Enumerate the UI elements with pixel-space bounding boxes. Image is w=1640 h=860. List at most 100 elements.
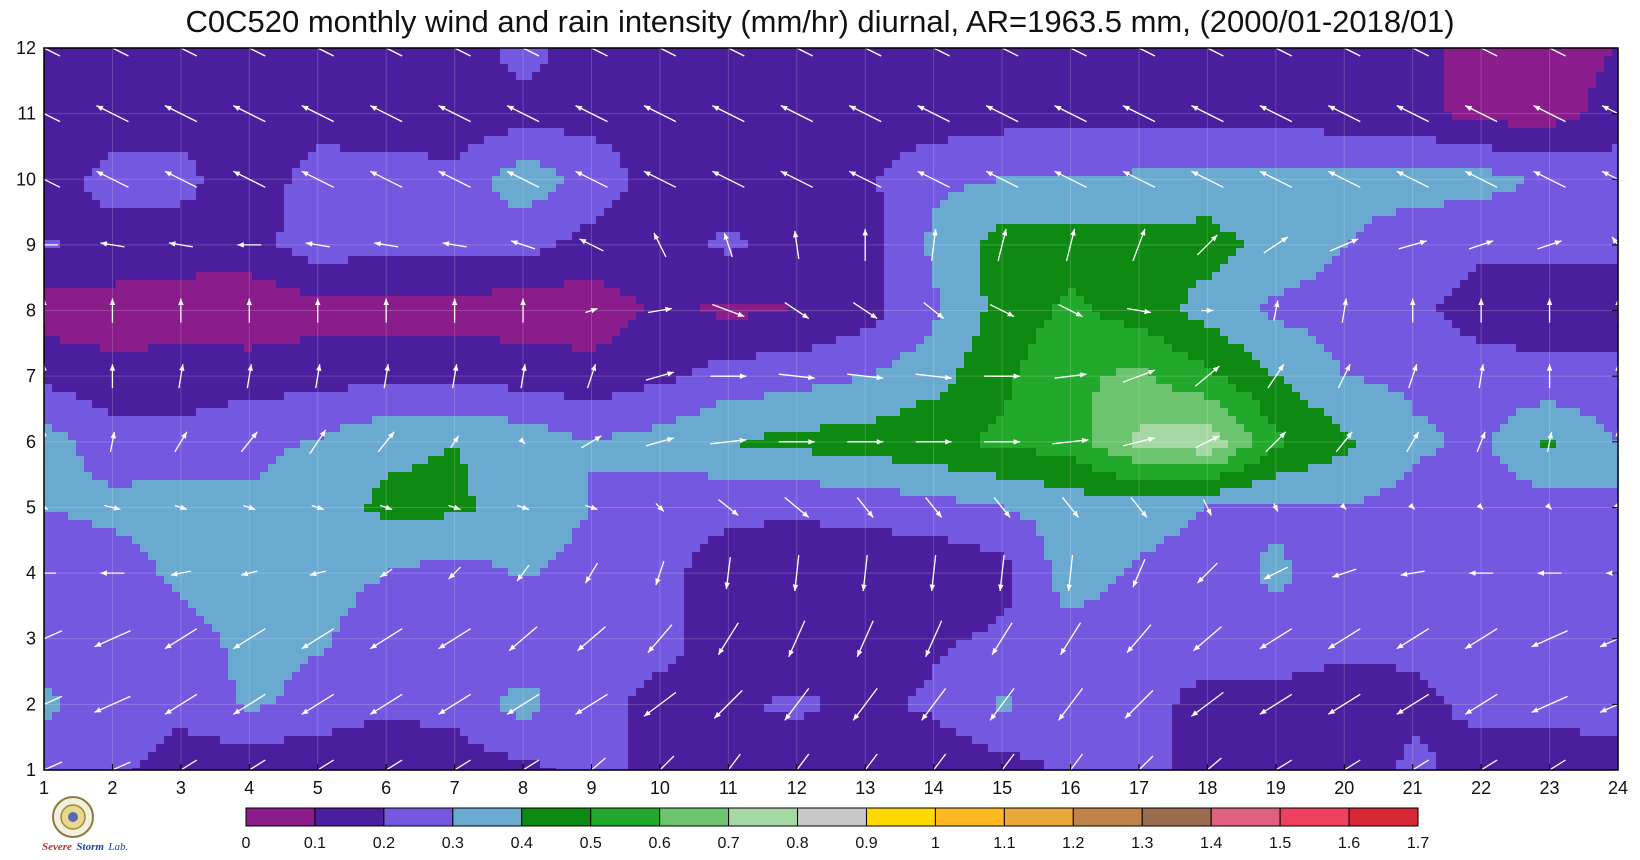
contour-cell: [100, 88, 109, 97]
contour-cell: [668, 152, 677, 161]
contour-cell: [900, 48, 909, 57]
contour-cell: [748, 136, 757, 145]
contour-cell: [812, 120, 821, 129]
contour-cell: [1356, 168, 1365, 177]
contour-cell: [252, 80, 261, 89]
contour-cell: [180, 72, 189, 81]
contour-cell: [788, 240, 797, 249]
contour-cell: [460, 120, 469, 129]
contour-cell: [1148, 168, 1157, 177]
contour-cell: [356, 48, 365, 57]
contour-cell: [1436, 152, 1445, 161]
contour-cell: [924, 184, 933, 193]
contour-cell: [692, 80, 701, 89]
contour-cell: [532, 96, 541, 105]
contour-cell: [1148, 160, 1157, 169]
contour-cell: [1332, 240, 1341, 249]
contour-cell: [956, 64, 965, 73]
contour-cell: [244, 248, 253, 257]
contour-cell: [980, 224, 989, 233]
contour-cell: [1420, 232, 1429, 241]
contour-cell: [812, 240, 821, 249]
contour-cell: [556, 160, 565, 169]
contour-cell: [924, 112, 933, 121]
contour-cell: [1284, 48, 1293, 57]
contour-cell: [572, 216, 581, 225]
contour-cell: [948, 144, 957, 153]
contour-cell: [292, 144, 301, 153]
contour-cell: [300, 240, 309, 249]
contour-cell: [180, 88, 189, 97]
contour-cell: [116, 160, 125, 169]
contour-cell: [1500, 96, 1509, 105]
contour-cell: [1068, 88, 1077, 97]
contour-cell: [852, 112, 861, 121]
contour-cell: [1164, 200, 1173, 209]
contour-cell: [60, 176, 69, 185]
contour-cell: [44, 144, 53, 153]
contour-cell: [1020, 232, 1029, 241]
contour-cell: [172, 120, 181, 129]
contour-cell: [1252, 208, 1261, 217]
contour-cell: [1348, 104, 1357, 113]
contour-cell: [1260, 192, 1269, 201]
contour-cell: [820, 192, 829, 201]
contour-cell: [212, 152, 221, 161]
contour-cell: [964, 80, 973, 89]
contour-cell: [1036, 216, 1045, 225]
contour-cell: [1404, 120, 1413, 129]
contour-cell: [1300, 72, 1309, 81]
contour-cell: [1412, 48, 1421, 57]
contour-cell: [1540, 240, 1549, 249]
contour-cell: [1196, 48, 1205, 57]
contour-cell: [308, 72, 317, 81]
contour-cell: [548, 184, 557, 193]
contour-cell: [300, 176, 309, 185]
contour-cell: [300, 200, 309, 209]
contour-cell: [1588, 160, 1597, 169]
contour-cell: [132, 80, 141, 89]
contour-cell: [948, 240, 957, 249]
contour-cell: [660, 224, 669, 233]
contour-cell: [1508, 104, 1517, 113]
contour-cell: [1308, 136, 1317, 145]
contour-cell: [1452, 48, 1461, 57]
contour-cell: [1324, 144, 1333, 153]
contour-cell: [1284, 240, 1293, 249]
contour-cell: [1492, 160, 1501, 169]
contour-cell: [660, 200, 669, 209]
contour-cell: [988, 240, 997, 249]
contour-cell: [700, 56, 709, 65]
contour-cell: [1204, 192, 1213, 201]
contour-cell: [1196, 104, 1205, 113]
contour-cell: [1060, 184, 1069, 193]
contour-cell: [84, 88, 93, 97]
contour-cell: [948, 136, 957, 145]
contour-cell: [956, 240, 965, 249]
contour-cell: [204, 192, 213, 201]
contour-cell: [980, 160, 989, 169]
contour-cell: [476, 128, 485, 137]
contour-cell: [956, 216, 965, 225]
contour-cell: [484, 208, 493, 217]
contour-cell: [1516, 200, 1525, 209]
contour-cell: [244, 200, 253, 209]
contour-cell: [900, 104, 909, 113]
contour-cell: [580, 208, 589, 217]
contour-cell: [212, 80, 221, 89]
contour-cell: [1452, 136, 1461, 145]
contour-cell: [1156, 160, 1165, 169]
contour-cell: [1540, 128, 1549, 137]
contour-cell: [348, 200, 357, 209]
contour-cell: [940, 88, 949, 97]
contour-cell: [284, 144, 293, 153]
contour-cell: [684, 208, 693, 217]
contour-cell: [468, 96, 477, 105]
contour-cell: [1132, 208, 1141, 217]
contour-cell: [684, 224, 693, 233]
contour-cell: [932, 240, 941, 249]
contour-cell: [956, 232, 965, 241]
contour-cell: [732, 240, 741, 249]
contour-cell: [236, 168, 245, 177]
contour-cell: [388, 56, 397, 65]
